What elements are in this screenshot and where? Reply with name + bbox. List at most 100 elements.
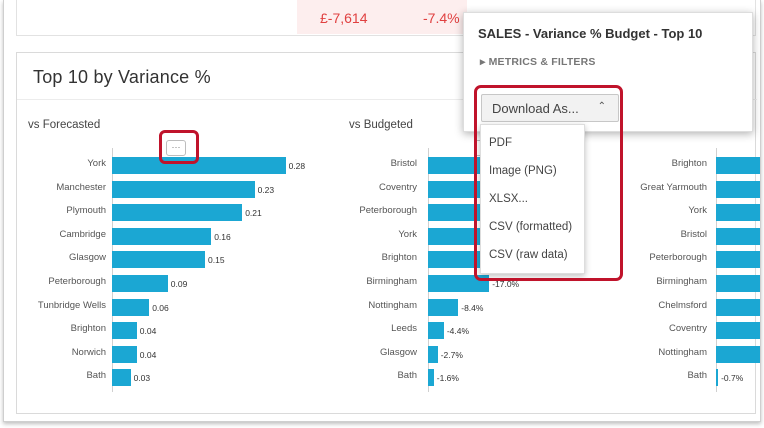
highlight-box-download	[474, 85, 623, 281]
category-label: Bath	[86, 370, 106, 382]
chart-row: Tunbridge Wells 0.06	[4, 296, 324, 320]
chart-row: Leeds -4.4%	[324, 319, 624, 343]
chart-row: Brighton 0.04	[4, 319, 324, 343]
category-label: Peterborough	[649, 252, 707, 264]
download-as-button[interactable]: Download As... ⌃	[481, 94, 619, 122]
chart-row: Peterborough 0.09	[4, 272, 324, 296]
chevron-up-icon: ⌃	[597, 101, 606, 112]
bar[interactable]	[112, 180, 255, 198]
axis-line	[716, 148, 717, 392]
bar-value-label: -8.4%	[461, 302, 484, 313]
bar-value-label: 0.09	[170, 279, 188, 289]
category-label: Brighton	[671, 158, 707, 169]
axis-line	[428, 148, 429, 392]
bar[interactable]	[716, 227, 760, 245]
chart-row: Birmingham	[624, 272, 760, 296]
category-label: Norwich	[71, 346, 106, 358]
category-label: Cambridge	[59, 228, 106, 240]
bar[interactable]	[112, 322, 137, 340]
bar[interactable]	[112, 275, 168, 292]
bar[interactable]	[112, 298, 150, 316]
download-dropdown: PDF Image (PNG) XLSX... CSV (formatted) …	[480, 124, 585, 274]
bar[interactable]	[716, 345, 760, 363]
bar-value-label: 0.28	[288, 161, 306, 171]
chart-row: Bath -0.7%	[624, 366, 760, 390]
chart-row: Coventry-	[624, 319, 760, 343]
category-label: Birmingham	[656, 276, 707, 287]
bar[interactable]	[428, 275, 490, 292]
chart-label-forecasted: vs Forecasted	[28, 119, 101, 131]
summary-percent: -7.4%	[423, 10, 460, 26]
category-label: Chelmsford	[658, 299, 707, 311]
download-option-png[interactable]: Image (PNG)	[489, 165, 557, 177]
chart-row: Chelmsford	[624, 296, 760, 320]
bar[interactable]	[428, 345, 438, 363]
category-label: Leeds	[391, 323, 417, 335]
download-option-pdf[interactable]: PDF	[489, 137, 512, 149]
category-label: Nottingham	[658, 346, 707, 358]
metrics-filters-toggle[interactable]: ▸ METRICS & FILTERS	[480, 56, 596, 68]
chart-row: Peterborough	[624, 248, 760, 272]
category-label: Bristol	[680, 228, 707, 240]
download-option-xlsx[interactable]: XLSX...	[489, 193, 528, 205]
category-label: Glasgow	[380, 346, 417, 358]
bar[interactable]	[716, 251, 760, 269]
bar[interactable]	[112, 227, 212, 245]
bar-value-label: 0.04	[139, 326, 157, 337]
chart-row: Bath 0.03	[4, 366, 324, 390]
bar-value-label: 0.15	[208, 255, 225, 266]
bar[interactable]	[428, 369, 434, 387]
chart-row: Brighton	[624, 154, 760, 178]
bar[interactable]	[428, 322, 444, 340]
category-label: Great Yarmouth	[640, 181, 707, 193]
chart-row: Bristol	[624, 225, 760, 249]
bar[interactable]	[716, 180, 760, 198]
chart-row: Nottingham -8.4%	[324, 296, 624, 320]
bar[interactable]	[112, 157, 286, 174]
bar-value-label: 0.21	[245, 208, 262, 219]
category-label: Bath	[687, 370, 707, 382]
bar[interactable]	[112, 204, 243, 222]
download-option-csv-formatted[interactable]: CSV (formatted)	[489, 221, 573, 233]
chart-options-button[interactable]: ···	[166, 140, 186, 156]
category-label: Bath	[397, 370, 417, 382]
bar-value-label: 0.03	[133, 373, 151, 384]
bar-value-label: -1.6%	[436, 373, 459, 384]
bar-value-label: 0.23	[257, 184, 275, 195]
panel-title: Top 10 by Variance %	[33, 67, 211, 87]
download-as-label: Download As...	[492, 101, 579, 116]
download-option-csv-raw[interactable]: CSV (raw data)	[489, 249, 568, 261]
bar[interactable]	[716, 369, 719, 387]
bar[interactable]	[112, 251, 205, 269]
bar-value-label: -17.0%	[492, 279, 520, 289]
category-label: Peterborough	[359, 205, 417, 217]
bar[interactable]	[112, 345, 137, 363]
chart-row: York 0.28	[4, 154, 324, 178]
category-label: York	[398, 228, 417, 240]
bar[interactable]	[428, 298, 459, 316]
bar[interactable]	[716, 322, 760, 340]
chart-forecasted: York 0.28 Manchester 0.23 Plymouth 0.21 Cambri…	[4, 98, 324, 392]
chart-row: Glasgow -2.7%	[324, 343, 624, 367]
menu-title: SALES - Variance % Budget - Top 10	[478, 26, 703, 41]
bar-value-label: 0.04	[139, 349, 157, 360]
chart-row: Birmingham -17.0%	[324, 272, 624, 296]
bar[interactable]	[716, 204, 760, 222]
summary-amount: £-7,614	[320, 10, 368, 26]
axis-line	[112, 148, 113, 392]
chart-row: Manchester 0.23	[4, 178, 324, 202]
chart-row: Norwich 0.04	[4, 343, 324, 367]
category-label: Tunbridge Wells	[37, 299, 106, 311]
chart-row: Glasgow 0.15	[4, 248, 324, 272]
category-label: Manchester	[56, 181, 106, 193]
bar[interactable]	[716, 298, 760, 316]
bar[interactable]	[716, 275, 760, 292]
bar[interactable]	[716, 157, 760, 174]
bar-value-label: 0.16	[214, 231, 231, 242]
category-label: Coventry	[378, 181, 417, 193]
highlight-box-options	[159, 130, 199, 164]
category-label: Glasgow	[69, 252, 106, 264]
bar[interactable]	[112, 369, 131, 387]
category-label: Nottingham	[368, 299, 417, 311]
bar-value-label: -0.7%	[721, 373, 744, 384]
